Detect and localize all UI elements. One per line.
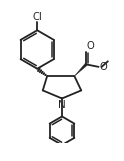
- Text: N: N: [58, 100, 66, 110]
- Text: Cl: Cl: [32, 12, 42, 22]
- Text: O: O: [99, 62, 107, 72]
- Polygon shape: [74, 63, 87, 76]
- Text: O: O: [87, 41, 94, 51]
